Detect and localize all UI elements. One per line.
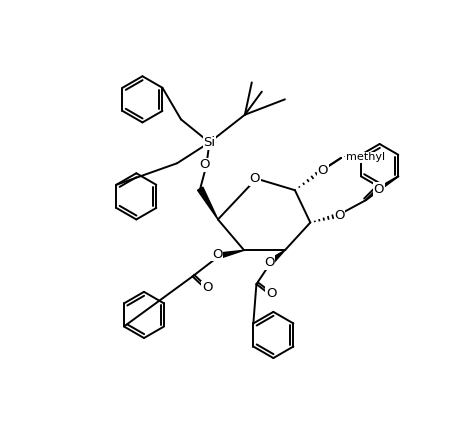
Text: methyl: methyl <box>346 152 385 162</box>
Text: O: O <box>318 164 328 177</box>
Text: O: O <box>250 172 260 185</box>
Text: O: O <box>334 209 345 222</box>
Text: O: O <box>202 282 212 295</box>
Text: O: O <box>264 256 275 269</box>
Text: O: O <box>374 183 384 196</box>
Text: O: O <box>264 256 275 269</box>
Text: O: O <box>250 172 260 185</box>
Text: O: O <box>334 209 345 222</box>
Text: Si: Si <box>203 136 216 149</box>
Text: O: O <box>202 282 212 295</box>
Text: Si: Si <box>203 136 216 149</box>
Text: methoxy: methoxy <box>344 156 351 157</box>
Text: O: O <box>374 183 384 196</box>
Text: O: O <box>199 158 209 171</box>
Text: O: O <box>266 287 276 300</box>
Text: O: O <box>212 248 222 261</box>
Polygon shape <box>270 250 285 263</box>
Text: O: O <box>199 158 209 171</box>
Text: O: O <box>212 248 222 261</box>
Text: O: O <box>266 287 276 300</box>
Polygon shape <box>219 250 244 258</box>
Text: O: O <box>318 164 328 177</box>
Polygon shape <box>198 187 218 219</box>
